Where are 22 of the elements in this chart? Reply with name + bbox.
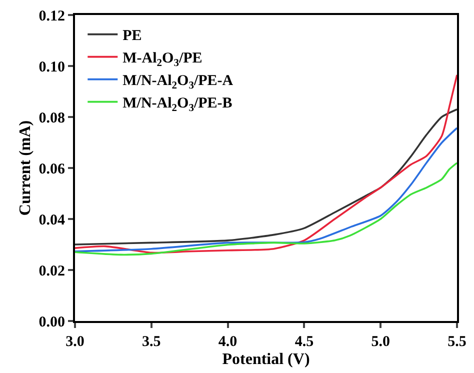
y-tick-label: 0.10 [38, 59, 65, 76]
y-tick-label: 0.12 [38, 8, 65, 24]
y-tick-label: 0.04 [38, 212, 66, 228]
x-tick-label: 5.0 [371, 334, 390, 350]
x-tick-label: 5.5 [448, 334, 466, 350]
y-tick-label: 0.08 [38, 110, 65, 126]
y-tick-label: 0.02 [38, 263, 65, 280]
x-tick-label: 4.5 [294, 334, 314, 350]
x-tick-label: 3.0 [66, 334, 84, 350]
y-tick-label: 0.00 [38, 314, 65, 330]
legend-label: M-Al$_{2}$O$_{3}$/PE [122, 50, 202, 69]
y-axis-title: Current (mA) [17, 120, 34, 216]
line-series [75, 127, 457, 252]
y-tick-label: 0.06 [38, 161, 66, 178]
x-axis-title: Potential (V) [222, 351, 310, 368]
line-series [75, 162, 457, 256]
legend-label: M/N-Al$_{2}$O$_{3}$/PE-B [122, 96, 232, 114]
x-tick-label: 3.5 [142, 334, 161, 350]
legend-label: M/N-Al$_{2}$O$_{3}$/PE-A [122, 73, 234, 92]
line-series [75, 74, 457, 254]
legend-label: PE [122, 28, 142, 44]
x-tick-label: 4.0 [218, 334, 238, 350]
